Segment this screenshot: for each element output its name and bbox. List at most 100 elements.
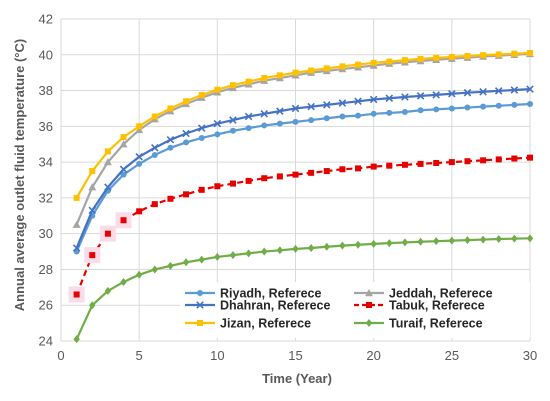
data-point <box>480 157 487 164</box>
series-layer <box>68 49 534 344</box>
y-tick-label: 26 <box>39 298 53 313</box>
data-point <box>370 59 377 66</box>
x-axis-title: Time (Year) <box>262 371 332 386</box>
data-point <box>245 125 252 132</box>
data-point <box>308 67 315 74</box>
y-tick-label: 38 <box>39 83 53 98</box>
data-point <box>261 75 268 82</box>
data-point <box>88 206 97 215</box>
y-axis-tick-labels: 24 26 28 30 32 34 36 38 40 42 <box>39 12 53 349</box>
data-point <box>166 135 175 144</box>
data-point <box>136 160 143 167</box>
data-point <box>433 237 440 246</box>
data-point <box>417 237 424 246</box>
data-point <box>370 163 377 170</box>
data-point <box>72 244 81 252</box>
series-3 <box>68 154 533 303</box>
data-point <box>214 183 221 190</box>
legend-label: Dhahran, Referece <box>220 299 331 313</box>
data-point <box>386 109 393 116</box>
y-tick-label: 24 <box>39 334 53 349</box>
data-point <box>339 166 346 173</box>
data-point <box>276 120 283 127</box>
data-point <box>229 127 236 134</box>
data-point <box>214 252 221 261</box>
legend-background <box>180 282 530 338</box>
data-point <box>511 155 518 162</box>
data-point <box>89 301 96 310</box>
data-point <box>386 58 393 65</box>
data-point <box>510 86 519 94</box>
data-point <box>229 251 237 260</box>
y-tick-label: 34 <box>39 155 53 170</box>
data-point <box>385 94 394 103</box>
data-point <box>401 57 408 64</box>
legend-label: Jizan, Referece <box>220 317 311 331</box>
series-0 <box>73 100 533 255</box>
data-point <box>416 92 425 100</box>
data-point <box>182 129 190 138</box>
data-point <box>366 302 372 308</box>
legend-item-2: Dhahran, Referece <box>185 299 331 313</box>
x-axis-tick-labels: 0 5 10 15 20 25 30 <box>57 348 537 363</box>
data-point <box>213 119 222 128</box>
data-point <box>89 168 96 175</box>
data-point <box>198 186 205 193</box>
data-point <box>151 144 159 152</box>
data-point <box>197 124 206 132</box>
legend-item-5: Turaif, Referece <box>354 317 483 331</box>
data-point <box>386 239 393 248</box>
data-point <box>480 103 487 110</box>
data-point <box>214 86 221 93</box>
data-point <box>245 249 252 258</box>
data-point <box>433 160 440 167</box>
data-point <box>135 125 144 134</box>
data-point <box>197 290 203 296</box>
data-point <box>167 195 174 202</box>
data-point <box>365 319 373 327</box>
data-point <box>104 183 112 191</box>
data-point <box>183 191 190 198</box>
data-point <box>323 101 331 109</box>
data-point <box>307 102 315 111</box>
data-point <box>198 255 205 264</box>
series-5 <box>73 234 534 344</box>
data-point <box>136 123 143 130</box>
data-point <box>448 90 456 98</box>
data-point <box>464 236 471 245</box>
data-point <box>261 175 268 182</box>
y-tick-label: 32 <box>39 190 53 205</box>
legend-label: Jeddah, Referece <box>389 287 493 301</box>
data-point <box>229 180 236 187</box>
data-point <box>433 54 440 61</box>
data-point <box>245 177 252 184</box>
data-point <box>89 252 96 259</box>
data-point <box>120 134 127 141</box>
data-point <box>338 99 347 107</box>
data-point <box>354 97 362 106</box>
data-point <box>151 201 158 208</box>
data-point <box>136 208 143 215</box>
data-point <box>495 102 502 109</box>
data-point <box>229 116 237 124</box>
data-point <box>214 131 221 138</box>
x-tick-label: 25 <box>445 348 459 363</box>
data-point <box>511 50 518 57</box>
y-tick-label: 28 <box>39 262 53 277</box>
data-point <box>464 158 471 165</box>
x-tick-label: 10 <box>210 348 224 363</box>
data-point <box>464 104 471 111</box>
data-point <box>448 53 455 60</box>
data-point <box>120 217 127 224</box>
data-point <box>292 244 299 253</box>
data-point <box>526 85 534 93</box>
data-point <box>494 87 503 95</box>
series-4 <box>73 49 533 201</box>
y-tick-label: 30 <box>39 226 53 241</box>
data-point <box>183 98 190 105</box>
data-point <box>432 91 440 99</box>
data-point <box>260 110 268 118</box>
x-tick-label: 5 <box>136 348 143 363</box>
data-point <box>276 72 283 79</box>
